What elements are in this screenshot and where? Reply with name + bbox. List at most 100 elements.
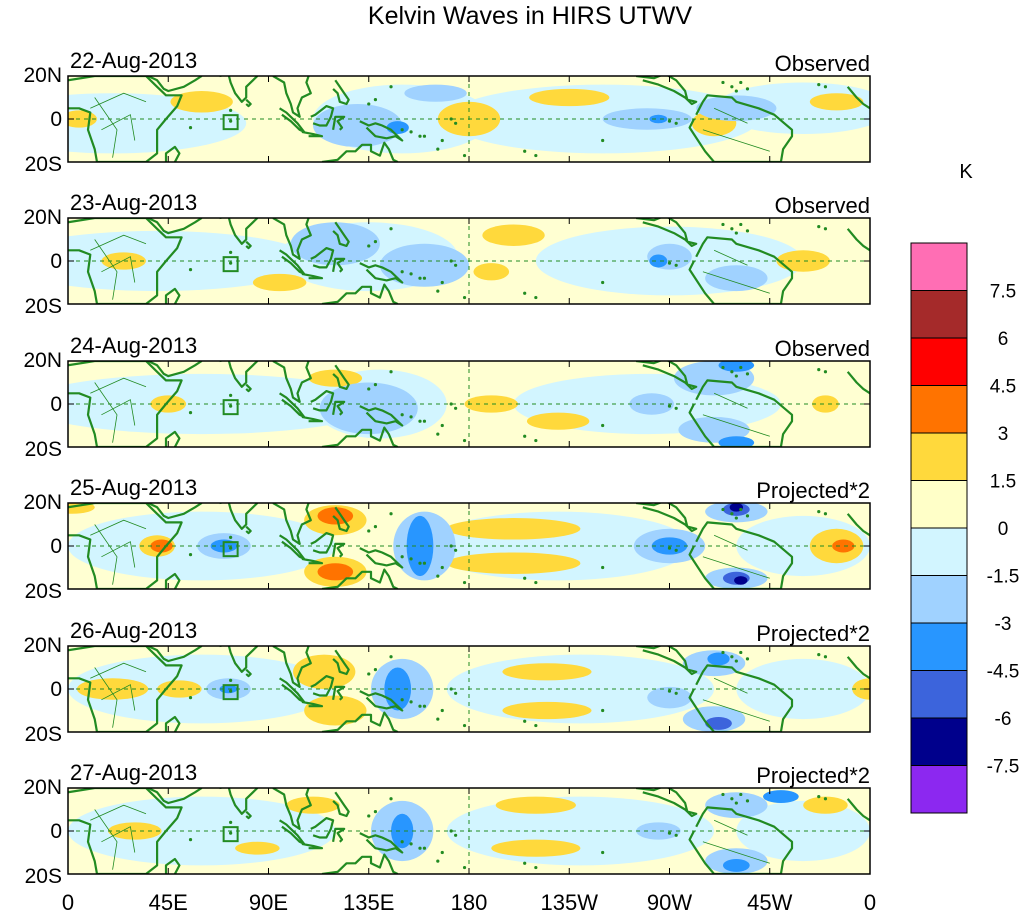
panel-date: 23-Aug-2013	[70, 190, 197, 215]
island	[418, 134, 422, 138]
region-box	[222, 541, 239, 558]
anomaly-blob	[404, 84, 467, 102]
colorbar-swatch	[910, 242, 968, 291]
island	[721, 222, 725, 227]
coastline	[846, 371, 870, 395]
y-tick-label: 20S	[25, 580, 62, 603]
coastline	[846, 798, 870, 822]
coastline	[301, 557, 324, 565]
map-panel: 20N 0 20S 23-Aug-2013 Observed	[23, 190, 871, 318]
island	[817, 83, 821, 87]
country-border	[94, 239, 118, 300]
coastlines	[68, 218, 870, 304]
island	[674, 121, 678, 125]
coastline	[332, 791, 350, 818]
y-tick-label: 0	[50, 535, 62, 558]
island	[817, 510, 821, 514]
anomaly-blob	[317, 507, 354, 525]
map-panel: 20N 0 20S 25-Aug-2013 Projected*2	[23, 475, 871, 603]
island	[188, 411, 193, 415]
island	[823, 85, 828, 89]
island	[734, 659, 738, 663]
island	[817, 225, 821, 229]
island	[601, 708, 605, 713]
island	[745, 514, 750, 518]
region-box	[222, 399, 239, 416]
y-tick-label: 0	[50, 820, 62, 843]
island	[449, 402, 453, 406]
coastline	[846, 86, 870, 110]
colorbar-label: 6	[998, 329, 1009, 350]
colorbar-swatch	[910, 622, 968, 671]
island	[734, 516, 738, 520]
x-tick-label: 180	[451, 890, 488, 915]
map-panel: 20N 0 20S 22-Aug-2013 Observed	[23, 48, 871, 176]
anomaly-blob	[317, 563, 354, 581]
coastline	[321, 568, 399, 589]
coastline	[272, 788, 312, 831]
country-border	[101, 684, 136, 711]
colorbar-label: -4.5	[987, 662, 1020, 683]
country-border	[702, 414, 770, 437]
island	[188, 553, 193, 557]
anomaly-blob	[308, 369, 363, 387]
coastlines	[68, 646, 870, 732]
anomaly-blob	[812, 395, 839, 413]
anomaly-blob	[734, 576, 748, 585]
anomaly-blob	[705, 716, 732, 730]
country-border	[90, 519, 147, 536]
island	[436, 147, 440, 151]
island	[389, 512, 393, 516]
coastline	[310, 531, 335, 554]
colorbar-swatch	[910, 717, 968, 766]
island	[739, 650, 743, 655]
island	[730, 370, 734, 374]
coastline	[164, 572, 181, 589]
coastline	[321, 283, 399, 304]
anomaly-blob	[832, 539, 855, 553]
island	[389, 85, 393, 89]
island	[229, 535, 233, 540]
island	[817, 368, 821, 372]
coastline	[635, 646, 698, 676]
coastline	[310, 674, 335, 697]
coastline	[321, 853, 399, 874]
island	[734, 231, 738, 235]
island	[462, 438, 467, 443]
country-border	[713, 249, 748, 266]
colorbar-unit: K	[959, 161, 973, 183]
coastline	[219, 646, 259, 673]
colorbar-label: -3	[995, 614, 1012, 635]
y-tick-label: 20N	[23, 491, 62, 514]
island	[449, 544, 453, 548]
island	[373, 668, 378, 672]
colorbar-swatch	[910, 670, 968, 719]
island	[188, 126, 193, 130]
coastline	[846, 656, 870, 680]
island	[721, 365, 725, 370]
island	[400, 128, 404, 132]
island	[229, 689, 233, 693]
island	[229, 261, 233, 265]
island	[739, 222, 743, 227]
country-border	[101, 399, 136, 426]
anomaly-blob	[150, 539, 173, 553]
country-border	[90, 234, 147, 251]
island	[373, 810, 378, 814]
coastline	[245, 668, 252, 678]
y-tick-label: 0	[50, 250, 62, 273]
coastline	[332, 364, 350, 390]
coastline	[688, 379, 794, 447]
anomaly-blob	[290, 222, 380, 266]
y-tick-label: 20N	[23, 349, 62, 372]
panel-date: 22-Aug-2013	[70, 48, 197, 73]
y-tick-label: 20S	[25, 295, 62, 318]
coastline	[359, 832, 404, 854]
y-tick-label: 20N	[23, 206, 62, 229]
island	[734, 374, 738, 378]
island	[418, 704, 422, 708]
y-tick-label: 20S	[25, 438, 62, 461]
anomaly-blob	[722, 858, 750, 872]
anomaly-blob	[647, 686, 692, 709]
